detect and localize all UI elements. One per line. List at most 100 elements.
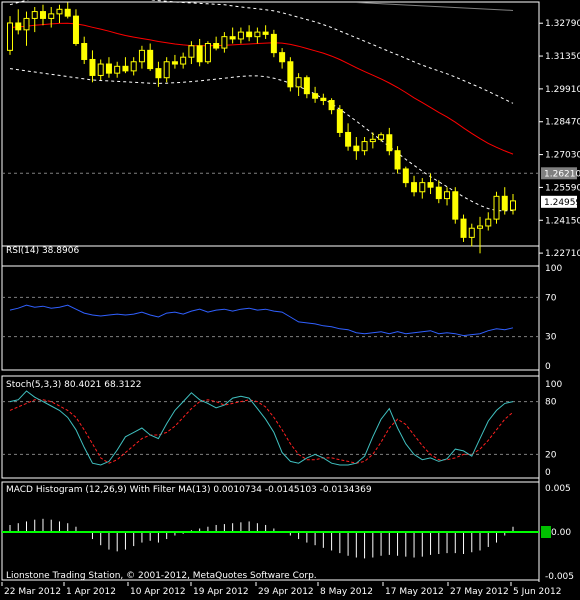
panel-frame-1 xyxy=(1,1,540,267)
candle-body xyxy=(336,109,343,133)
candle-body xyxy=(411,182,418,193)
rsi-axis-label: 0 xyxy=(545,362,551,372)
candle-body xyxy=(320,97,327,102)
time-axis-label: 8 May 2012 xyxy=(320,587,373,597)
moving-average-line xyxy=(9,22,514,155)
candle-body xyxy=(345,131,352,147)
candle-body xyxy=(419,182,426,193)
rsi-axis-label: 100 xyxy=(545,264,562,274)
rsi-axis-label: 70 xyxy=(545,293,557,303)
candle-body xyxy=(64,8,71,17)
candle-body xyxy=(147,49,154,70)
panel-frame-2 xyxy=(1,245,540,371)
price-axis-label: 1.22710 xyxy=(545,249,580,259)
candle-body xyxy=(402,168,409,184)
price-axis-label: 1.24150 xyxy=(545,216,580,226)
macd-zero-box xyxy=(541,526,551,538)
current-price-box xyxy=(541,195,577,208)
stoch-axis-label: 0 xyxy=(545,468,551,478)
candle-body xyxy=(72,15,79,45)
time-axis-label: 17 May 2012 xyxy=(385,587,444,597)
candle-body xyxy=(122,65,129,72)
candle-body xyxy=(353,145,360,152)
candle-body xyxy=(171,61,178,65)
stoch-axis-label: 20 xyxy=(545,450,557,460)
current-price-label: 1.24959 xyxy=(544,198,580,208)
candle-body xyxy=(452,191,459,220)
rsi-axis-label: 30 xyxy=(545,333,557,343)
candle-body xyxy=(427,182,434,188)
candle-body xyxy=(279,52,286,63)
candle-body xyxy=(56,8,63,15)
candle-body xyxy=(221,36,228,49)
candle-body xyxy=(468,227,475,238)
stoch-main-line xyxy=(9,390,514,466)
candle-body xyxy=(460,218,467,238)
rsi-line xyxy=(9,304,514,337)
candle-body xyxy=(477,225,484,229)
candle-body xyxy=(188,45,195,58)
candle-body xyxy=(130,61,137,72)
candle-body xyxy=(7,22,13,51)
upper-band-line xyxy=(9,0,514,104)
time-axis-label: 29 Apr 2012 xyxy=(258,587,314,597)
candle-body xyxy=(435,186,442,200)
candle-body xyxy=(138,49,145,63)
candle-body xyxy=(213,43,220,49)
candle-body xyxy=(270,33,277,54)
candle-body xyxy=(196,45,203,63)
candle-body xyxy=(237,31,244,40)
candle-body xyxy=(295,77,302,88)
candle-body xyxy=(254,31,261,38)
macd-axis-label: -0.005 xyxy=(545,572,574,582)
time-axis-label: 5 Jun 2012 xyxy=(513,587,561,597)
candle-body xyxy=(328,100,335,111)
candle-body xyxy=(501,195,508,211)
candle-body xyxy=(31,11,38,19)
candle-body xyxy=(48,13,55,19)
candle-body xyxy=(444,191,451,200)
price-axis-label: 1.28470 xyxy=(545,118,580,128)
lower-band-line xyxy=(9,68,514,212)
macd-axis-label: 0.005 xyxy=(545,484,571,494)
candle-body xyxy=(39,11,46,19)
candle-body xyxy=(163,61,170,79)
candle-body xyxy=(114,65,121,74)
candle-body xyxy=(81,43,88,60)
macd-axis-label: 0.00 xyxy=(551,528,571,538)
price-axis-label: 1.32790 xyxy=(545,19,580,29)
candle-body xyxy=(485,218,492,227)
time-axis-label: 27 May 2012 xyxy=(450,587,509,597)
candle-body xyxy=(155,68,162,79)
time-axis-label: 19 Apr 2012 xyxy=(193,587,249,597)
candle-body xyxy=(303,77,310,95)
time-axis-label: 22 Mar 2012 xyxy=(4,587,61,597)
candle-body xyxy=(312,93,319,99)
candle-body xyxy=(287,61,294,88)
time-axis-label: 10 Apr 2012 xyxy=(130,587,186,597)
stoch-axis-label: 100 xyxy=(545,380,562,390)
candle-body xyxy=(262,31,269,35)
candle-body xyxy=(386,134,393,152)
candle-body xyxy=(510,200,516,211)
candle-body xyxy=(246,31,253,38)
marker-level-label: 1.26210 xyxy=(544,169,580,179)
stoch-axis-label: 80 xyxy=(545,398,557,408)
price-axis-label: 1.29910 xyxy=(545,85,580,95)
candle-body xyxy=(369,138,376,143)
price-axis-label: 1.31350 xyxy=(545,52,580,62)
candle-body xyxy=(23,17,30,31)
candle-body xyxy=(180,56,187,65)
candle-body xyxy=(97,63,104,76)
time-axis-label: 1 Apr 2012 xyxy=(66,587,116,597)
marker-level-box xyxy=(541,167,577,180)
stoch-signal-line xyxy=(9,399,514,464)
candle-body xyxy=(89,58,96,76)
candle-body xyxy=(105,63,112,74)
long-ma-line xyxy=(356,1,514,11)
price-axis-label: 1.27030 xyxy=(545,151,580,161)
price-axis-label: 1.25590 xyxy=(545,183,580,193)
candle-body xyxy=(394,150,401,170)
